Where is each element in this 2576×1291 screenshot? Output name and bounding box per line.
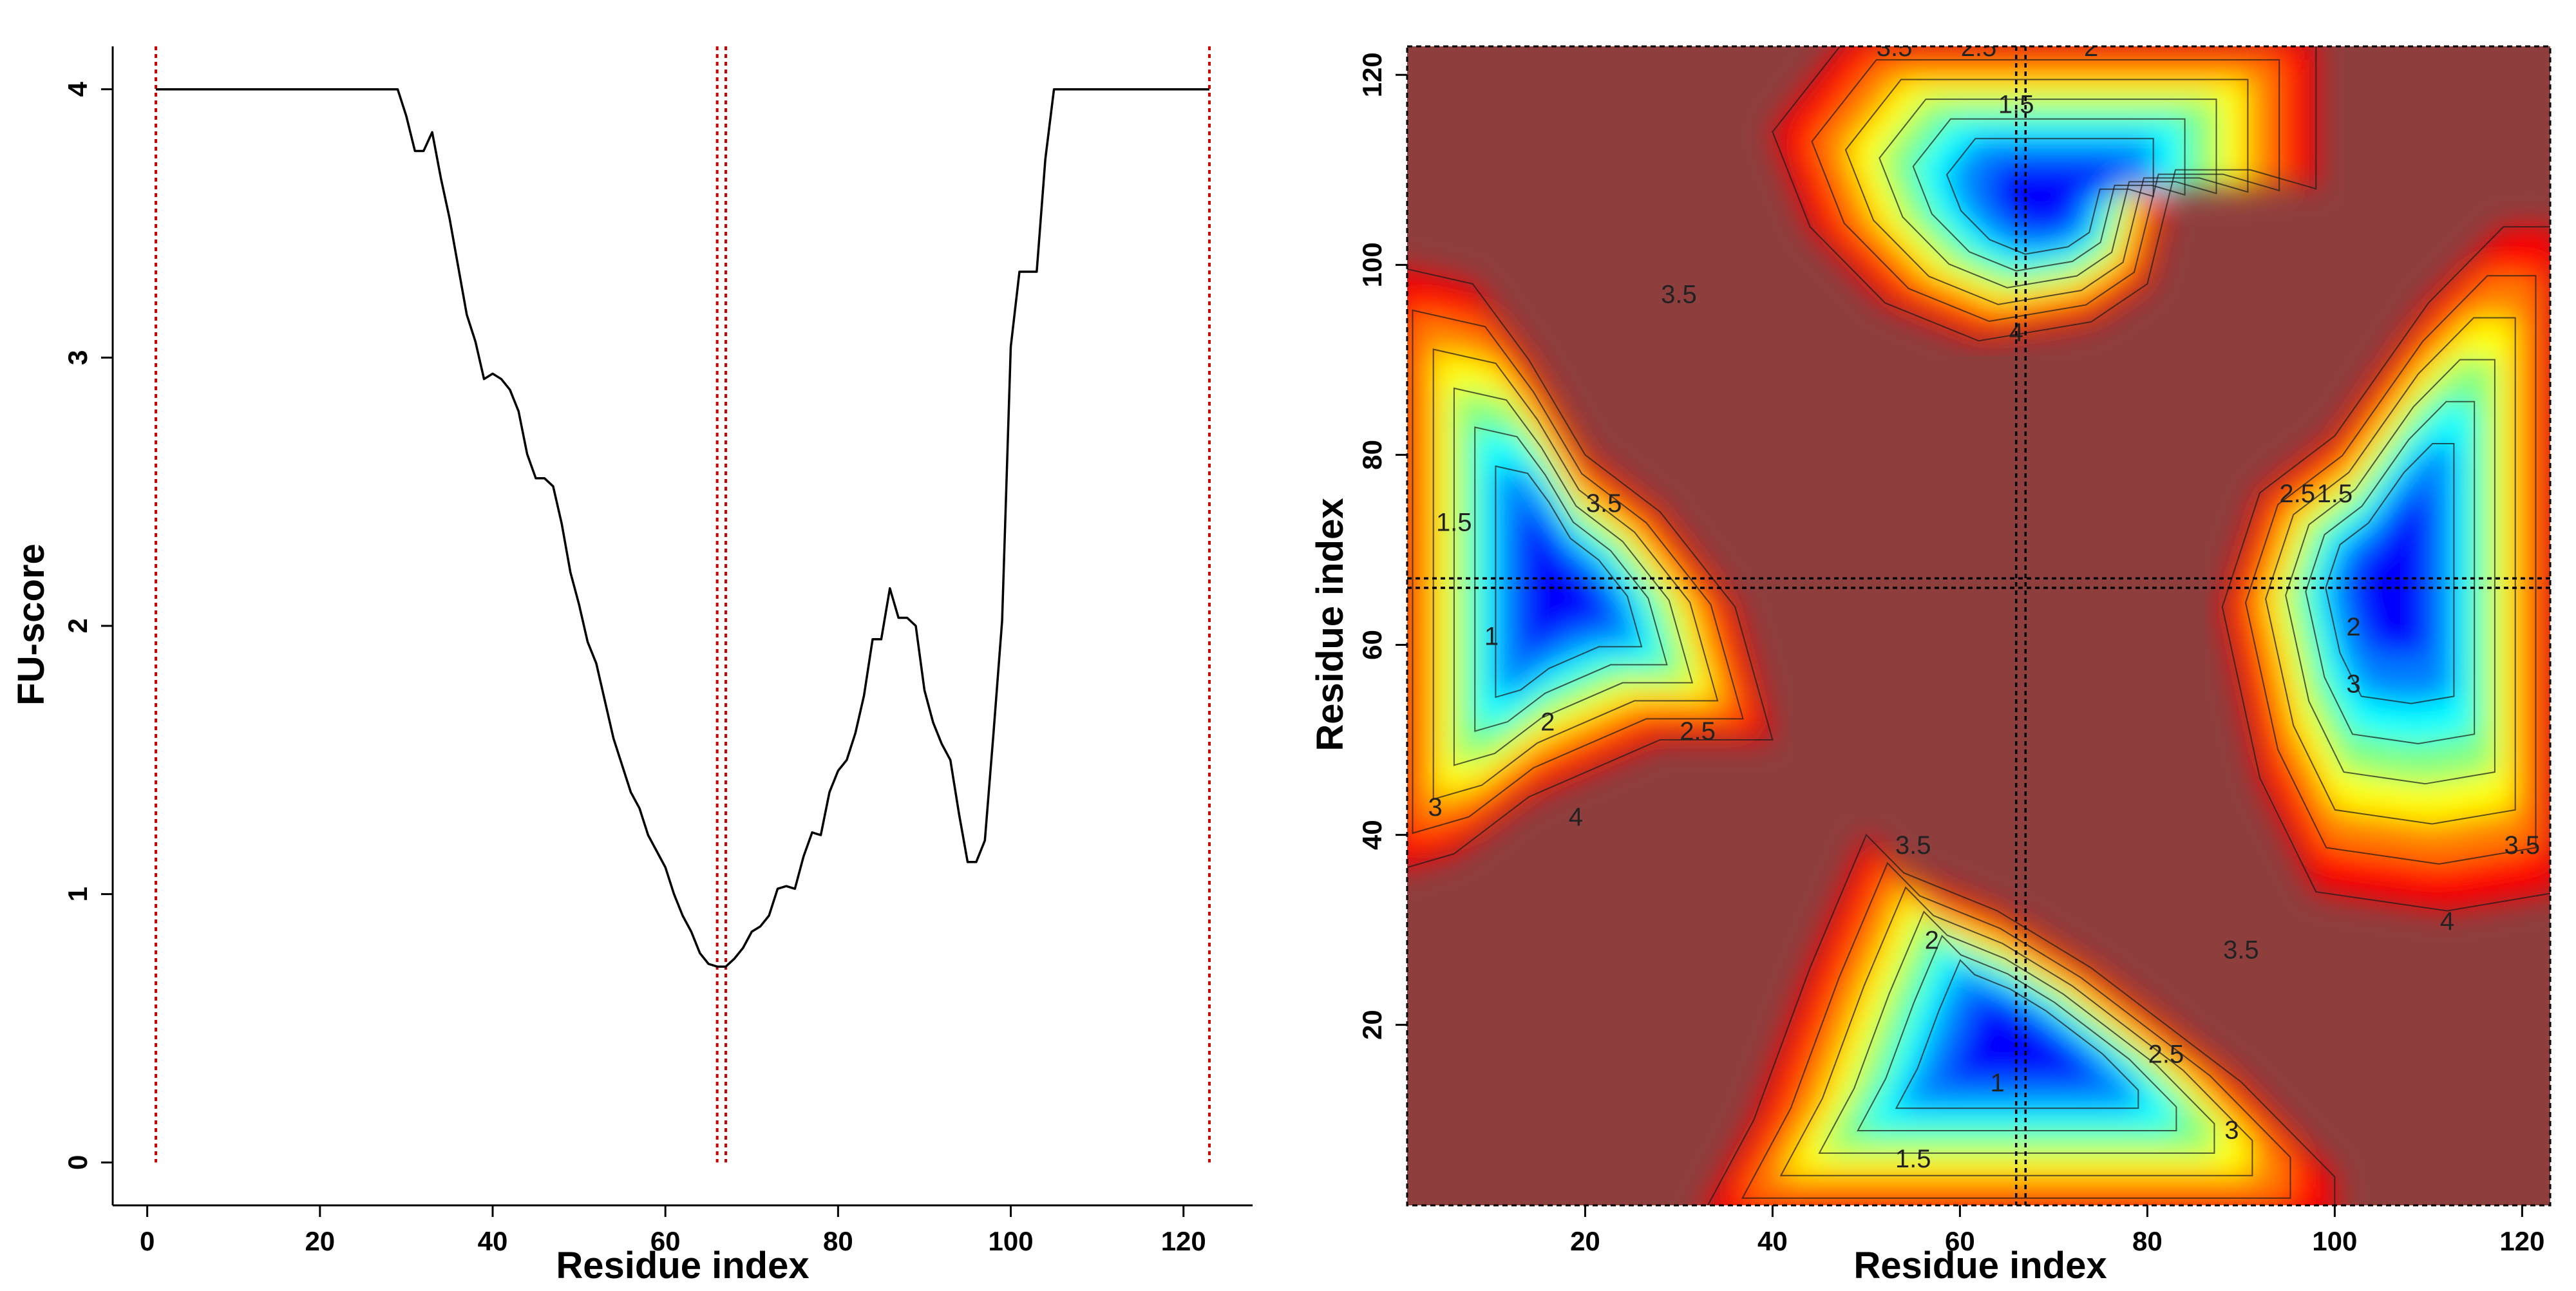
heatmap-y-ticks: 20 40 60 80 100 120: [1357, 52, 1407, 1040]
heat-y-tick-label: 100: [1357, 242, 1387, 287]
heatmap-level-fill: [1520, 511, 1613, 658]
heatmap-contour-label: 3.5: [1877, 33, 1913, 62]
line-y-tick-label: 0: [62, 1155, 93, 1170]
heat-y-tick-label: 20: [1357, 1010, 1387, 1040]
heatmap-contour: [1453, 387, 1694, 766]
heatmap-reference-lines: [1407, 46, 2550, 1205]
line-y-tick-label: 1: [62, 887, 93, 901]
line-x-tick-label: 60: [650, 1226, 681, 1256]
heatmap-contour-label: 2: [2346, 613, 2360, 641]
heatmap-contour-label: 2.5: [2279, 480, 2315, 508]
heatmap-contour: [2265, 317, 2516, 825]
line-y-tick-label: 3: [62, 350, 93, 365]
heatmap-contour: [1818, 910, 2215, 1154]
heatmap-contour: [1495, 465, 1643, 699]
heatmap-contour: [2305, 400, 2476, 745]
heatmap-contour-label: 2: [1540, 708, 1555, 736]
fu-score-line-chart: 0 20 40 60 80 100 120 0 1 2 3 4 Residue index FU-s…: [10, 46, 1253, 1286]
heatmap-x-axis-title: Residue index: [1853, 1245, 2107, 1286]
heatmap-contour: [1844, 79, 2249, 305]
heatmap-contour-label: 1.5: [2317, 480, 2353, 508]
fu-score-series-line: [156, 88, 1209, 968]
heatmap-contour: [1779, 886, 2253, 1176]
heatmap-contour: [2244, 275, 2537, 865]
heatmap-contour-label: 2: [2084, 33, 2098, 62]
line-y-tick-label: 2: [62, 618, 93, 633]
heatmap-contour: [1407, 268, 1774, 869]
heatmap-color-regions: [1407, 46, 2550, 1205]
heatmap-region-3: [2222, 227, 2550, 911]
heatmap-contour-label: 3.5: [1661, 280, 1697, 308]
heatmap-frame: [1406, 45, 2552, 1207]
heatmap-contour-label: 3: [1428, 793, 1443, 822]
heat-x-tick-label: 80: [2132, 1226, 2163, 1256]
heatmap-contour-label: 2.5: [1680, 717, 1716, 746]
heatmap-level-fill: [1986, 161, 2117, 235]
heatmap-contour: [1707, 833, 2336, 1205]
heatmap-contour: [1741, 862, 2291, 1199]
heatmap-contour: [2221, 226, 2550, 912]
heat-x-tick-label: 40: [1757, 1226, 1788, 1256]
heat-y-tick-label: 40: [1357, 820, 1387, 850]
residue-contact-heatmap: 3.52.521.53.541.53.5122.5342.51.5233.543…: [1309, 33, 2552, 1286]
heatmap-contour-labels: 3.52.521.53.541.53.5122.5342.51.5233.543…: [1428, 33, 2541, 1173]
line-chart-y-ticks: 0 1 2 3 4: [62, 81, 113, 1170]
heat-y-tick-label: 120: [1357, 52, 1387, 97]
heatmap-contour-label: 1.5: [1436, 508, 1472, 536]
heatmap-contour-label: 2: [1925, 927, 1939, 955]
heat-x-tick-label: 20: [1570, 1226, 1600, 1256]
heatmap-contour-label: 3.5: [1586, 489, 1622, 518]
heatmap-contour-label: 1.5: [1895, 1145, 1931, 1173]
heatmap-contour-lines: [1407, 46, 2550, 1205]
heatmap-contour: [1412, 309, 1744, 834]
heatmap-contour: [1912, 118, 2186, 272]
heatmap-contour: [1474, 426, 1668, 732]
line-x-tick-label: 40: [478, 1226, 508, 1256]
heatmap-region-1: [1772, 46, 2316, 341]
heatmap-y-axis-title: Residue index: [1309, 498, 1351, 751]
heatmap-contour-label: 2.5: [2148, 1041, 2184, 1069]
heat-x-tick-label: 100: [2312, 1226, 2357, 1256]
line-x-tick-label: 20: [305, 1226, 335, 1256]
line-x-tick-label: 100: [989, 1226, 1034, 1256]
heatmap-contour: [1946, 138, 2154, 255]
heatmap-contour: [1895, 959, 2139, 1109]
heatmap-contour-label: 1: [1990, 1069, 2004, 1097]
line-x-tick-label: 0: [140, 1226, 155, 1256]
line-chart-axes: [111, 46, 1253, 1207]
heatmap-contour-label: 4: [2440, 907, 2454, 936]
line-chart-x-axis-title: Residue index: [556, 1245, 809, 1286]
line-chart-y-axis-title: FU-score: [10, 543, 52, 705]
heat-y-tick-label: 80: [1357, 440, 1387, 470]
heatmap-x-ticks: 20 40 60 80 100 120: [1570, 1205, 2544, 1256]
line-y-tick-label: 4: [62, 81, 93, 97]
heatmap-contour: [1811, 59, 2280, 323]
heatmap-contour-label: 2.5: [1961, 33, 1997, 62]
line-x-tick-label: 120: [1161, 1226, 1206, 1256]
line-chart-x-ticks: 0 20 40 60 80 100 120: [140, 1205, 1206, 1256]
heatmap-contour: [2285, 359, 2496, 785]
heatmap-contour: [2325, 443, 2455, 704]
heatmap-contour-label: 3: [2224, 1117, 2239, 1145]
heatmap-contour: [1879, 99, 2217, 288]
heatmap-contour-label: 4: [1569, 803, 1583, 831]
heatmap-level-fill: [2349, 493, 2430, 657]
heat-y-tick-label: 60: [1357, 630, 1387, 660]
line-x-tick-label: 80: [823, 1226, 853, 1256]
heatmap-contour-label: 3.5: [1895, 831, 1931, 860]
line-chart-reference-lines: [155, 46, 1211, 1163]
heatmap-contour: [1772, 46, 2317, 342]
heatmap-contour-label: 3.5: [2505, 831, 2541, 860]
heatmap-contour: [1857, 934, 2177, 1131]
heatmap-contour-label: 3.5: [2223, 936, 2259, 964]
heat-x-tick-label: 120: [2499, 1226, 2544, 1256]
heat-x-tick-label: 60: [1945, 1226, 1975, 1256]
heatmap-level-fill: [1941, 988, 2094, 1082]
heatmap-contour-label: 3: [2346, 670, 2360, 698]
heatmap-contour: [1432, 348, 1719, 800]
heatmap-contour-label: 1: [1484, 623, 1499, 651]
heatmap-region-2: [1407, 269, 1773, 868]
